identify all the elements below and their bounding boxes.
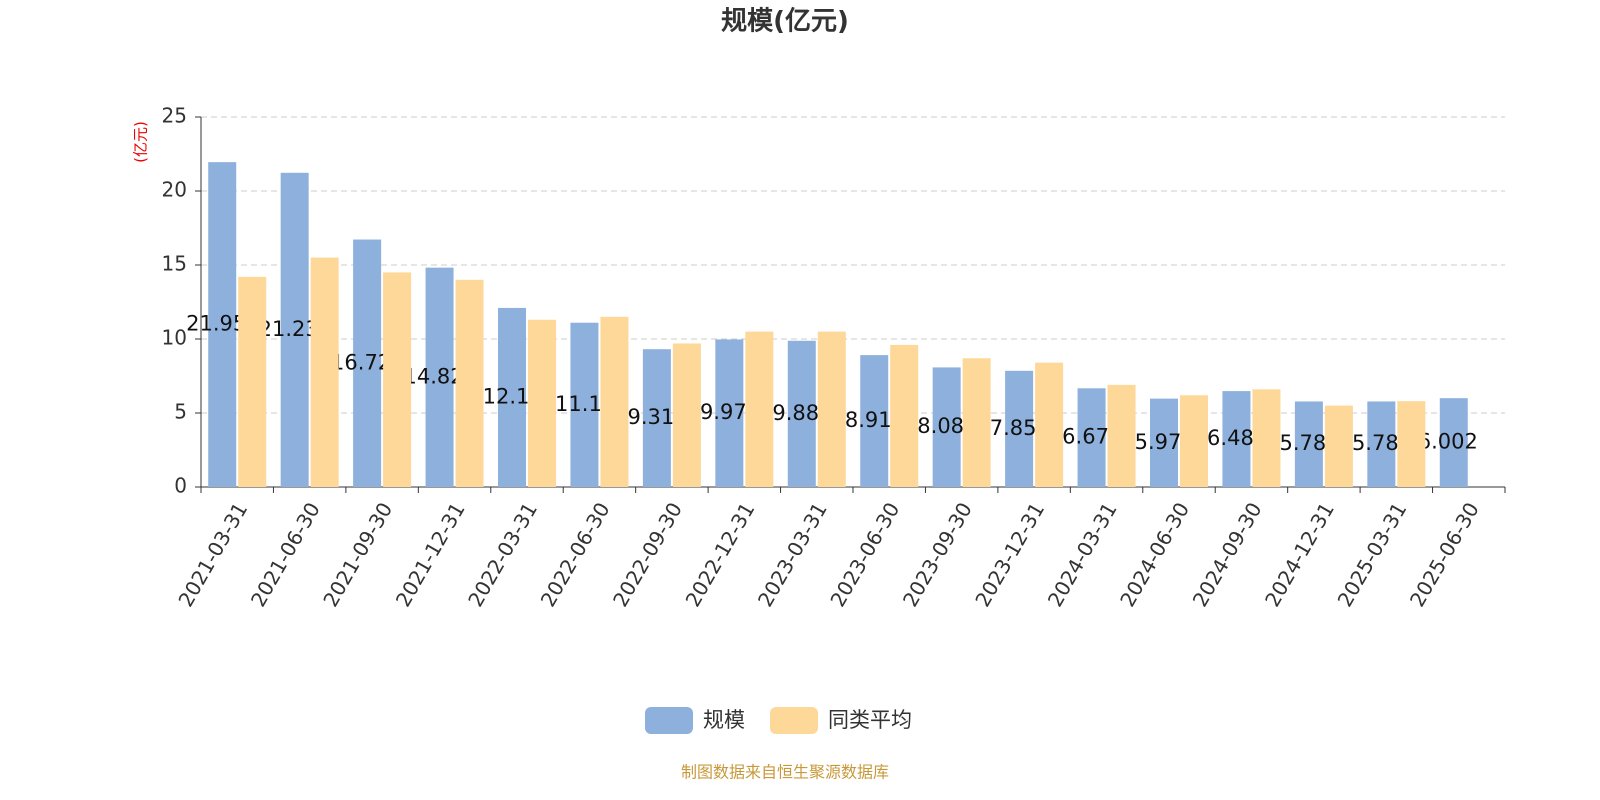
data-label: 11.1	[555, 392, 602, 416]
data-label: 8.91	[845, 408, 892, 432]
chart-title: 规模(亿元)	[721, 7, 849, 37]
bar	[787, 340, 816, 487]
bar	[1107, 384, 1136, 487]
bar	[528, 319, 556, 487]
bar	[310, 257, 339, 487]
y-tick-label: 0	[174, 474, 187, 498]
data-label: 9.97	[700, 400, 747, 424]
bar	[962, 358, 991, 487]
y-tick-label: 15	[162, 252, 187, 276]
bar	[1077, 388, 1106, 487]
bar	[600, 316, 629, 487]
data-label: 12.1	[483, 384, 530, 408]
x-tick-label: 2021-09-30	[318, 498, 397, 611]
x-tick-label: 2022-12-31	[681, 498, 760, 611]
y-tick-label: 10	[162, 326, 187, 350]
bar	[455, 279, 484, 487]
bar	[1150, 398, 1178, 487]
bar	[208, 162, 237, 487]
legend-item: 规模	[645, 707, 745, 734]
bar	[238, 276, 267, 487]
data-label: 7.85	[990, 416, 1037, 440]
bar	[932, 367, 961, 487]
y-tick-label: 5	[174, 400, 187, 424]
x-tick-label: 2021-03-31	[173, 498, 252, 611]
bar	[1367, 401, 1396, 487]
bar	[570, 322, 599, 487]
data-label: 16.72	[331, 350, 391, 374]
data-label: 21.95	[186, 312, 246, 336]
data-label: 6.48	[1207, 426, 1254, 450]
bar	[1439, 398, 1468, 487]
source-note: 制图数据来自恒生聚源数据库	[681, 763, 889, 782]
bar	[1397, 401, 1426, 487]
x-tick-label: 2025-06-30	[1405, 498, 1484, 611]
x-tick-label: 2021-12-31	[391, 498, 470, 611]
bar	[715, 339, 744, 487]
data-label: 9.31	[628, 405, 675, 429]
bar	[425, 267, 454, 487]
bar	[890, 344, 919, 487]
bar	[1005, 370, 1034, 487]
data-label: 5.78	[1352, 431, 1399, 455]
bar	[1324, 405, 1353, 487]
data-label: 21.23	[259, 317, 319, 341]
x-tick-label: 2023-03-31	[753, 498, 832, 611]
x-tick-label: 2023-09-30	[898, 498, 977, 611]
bar	[280, 172, 309, 487]
bar	[860, 355, 889, 487]
x-tick-label: 2024-03-31	[1043, 498, 1122, 611]
data-label: 9.88	[772, 401, 819, 425]
bar	[1252, 389, 1281, 487]
x-tick-label: 2022-03-31	[463, 498, 542, 611]
legend-swatch	[645, 707, 693, 734]
x-tick-label: 2024-12-31	[1260, 498, 1339, 611]
data-label: 5.97	[1135, 430, 1182, 454]
bar	[1035, 362, 1064, 487]
legend-label: 同类平均	[828, 708, 912, 732]
data-label: 8.08	[917, 414, 964, 438]
x-tick-label: 2024-06-30	[1115, 498, 1194, 611]
x-tick-label: 2023-06-30	[825, 498, 904, 611]
bar	[383, 272, 412, 487]
y-tick-label: 25	[162, 104, 187, 128]
data-label: 14.82	[403, 364, 463, 388]
data-label: 6.67	[1062, 425, 1109, 449]
legend-swatch	[770, 707, 818, 734]
bar	[1222, 391, 1251, 487]
bar	[1294, 401, 1323, 487]
bar	[745, 331, 774, 487]
bar	[1180, 395, 1208, 487]
x-tick-label: 2021-06-30	[246, 498, 325, 611]
bar	[672, 343, 701, 487]
x-tick-label: 2024-09-30	[1188, 498, 1267, 611]
y-tick-label: 20	[162, 178, 187, 202]
x-tick-label: 2025-03-31	[1333, 498, 1412, 611]
bar	[817, 331, 846, 487]
x-tick-label: 2023-12-31	[970, 498, 1049, 611]
x-tick-label: 2022-06-30	[536, 498, 615, 611]
data-label: 5.78	[1280, 431, 1327, 455]
legend-item: 同类平均	[770, 707, 912, 734]
x-tick-label: 2022-09-30	[608, 498, 687, 611]
y-axis-label: (亿元)	[132, 121, 150, 163]
data-label: 6.002	[1418, 430, 1478, 454]
legend-label: 规模	[703, 708, 745, 732]
bar	[498, 307, 526, 487]
bar	[642, 349, 671, 487]
bar	[353, 239, 382, 487]
